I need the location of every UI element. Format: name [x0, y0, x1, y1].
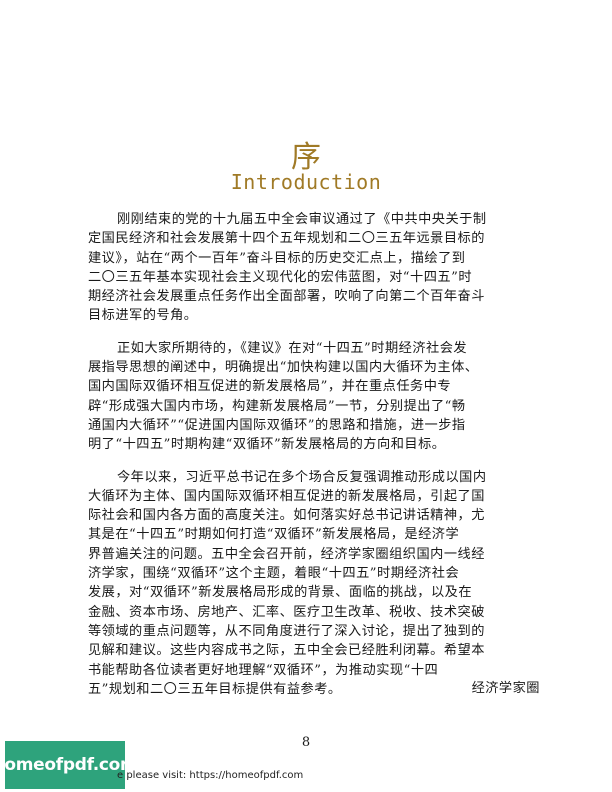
text-line: 建议》，站在“两个一百年”奋斗目标的历史交汇点上，描绘了到: [88, 250, 466, 266]
watermark-footer-link[interactable]: e please visit: https://homeofpdf.com: [117, 770, 304, 781]
text-line: 刚刚结束的党的十九届五中全会审议通过了《中共中央关于制: [117, 212, 487, 227]
text-line: 等领域的重点问题等，从不同角度进行了深入讨论，提出了独到的: [88, 623, 485, 639]
text-line: 定国民经济和社会发展第十四个五年规划和二〇三五年远景目标的: [88, 231, 485, 247]
text-line: 见解和建议。这些内容成书之际，五中全会已经胜利闭幕。希望本: [88, 643, 485, 659]
page-title: 序: [291, 140, 321, 175]
text-line: 大循环为主体、国内国际双循环相互促进的新发展格局，引起了国: [88, 488, 485, 504]
text-line: 正如大家所期待的，《建议》在对“十四五”时期经济社会发: [117, 340, 468, 356]
text-line: 二〇三五年基本实现社会主义现代化的宏伟蓝图，对“十四五”时: [88, 269, 473, 285]
text-line: 济学家，围绕“双循环”这个主题，着眼“十四五”时期经济社会: [88, 566, 460, 582]
watermark-badge[interactable]: homeofpdf.com: [0, 741, 138, 789]
text-line: 国内国际双循环相互促进的新发展格局”，并在重点任务中专: [88, 379, 452, 395]
text-line: 其是在“十四五”时期如何打造“双循环”新发展格局，是经济学: [88, 527, 460, 543]
paragraph-2: 正如大家所期待的，《建议》在对“十四五”时期经济社会发 展指导思想的阐述中，明确…: [88, 339, 528, 455]
paragraph-3: 今年以来，习近平总书记在多个场合反复强调推动形成以国内 大循环为主体、国内国际双…: [88, 468, 528, 700]
paragraph-1: 刚刚结束的党的十九届五中全会审议通过了《中共中央关于制 定国民经济和社会发展第十…: [88, 210, 528, 326]
text-line: 书能帮助各位读者更好地理解“双循环”，为推动实现“十四: [88, 662, 439, 678]
page-number: 8: [301, 735, 311, 750]
signature: 经济学家圈: [471, 681, 540, 696]
text-line: 五”规划和二〇三五年目标提供有益参考。: [88, 681, 342, 697]
text-line: 辟“形成强大国内市场，构建新发展格局”一节，分别提出了“畅: [88, 398, 466, 414]
text-line: 今年以来，习近平总书记在多个场合反复强调推动形成以国内: [117, 469, 487, 485]
text-line: 际社会和国内各方面的高度关注。如何落实好总书记讲话精神，尤: [88, 508, 485, 524]
text-line: 目标进军的号角。: [88, 308, 198, 324]
page-subtitle: Introduction: [230, 170, 382, 194]
text-line: 明了“十四五”时期构建“双循环”新发展格局的方向和目标。: [88, 437, 446, 453]
text-line: 发展，对“双循环”新发展格局形成的背景、面临的挑战，以及在: [88, 585, 473, 601]
text-line: 金融、资本市场、房地产、汇率、医疗卫生改革、税收、技术突破: [88, 604, 485, 620]
text-line: 期经济社会发展重点任务作出全面部署，吹响了向第二个百年奋斗: [88, 289, 485, 305]
text-line: 通国内大循环”“促进国内国际双循环”的思路和措施，进一步指: [88, 417, 466, 433]
text-line: 展指导思想的阐述中，明确提出“加快构建以国内大循环为主体、: [88, 360, 479, 376]
body-text: 刚刚结束的党的十九届五中全会审议通过了《中共中央关于制 定国民经济和社会发展第十…: [88, 210, 528, 699]
text-line: 界普遍关注的问题。五中全会召开前，经济学家圈组织国内一线经: [88, 546, 485, 562]
